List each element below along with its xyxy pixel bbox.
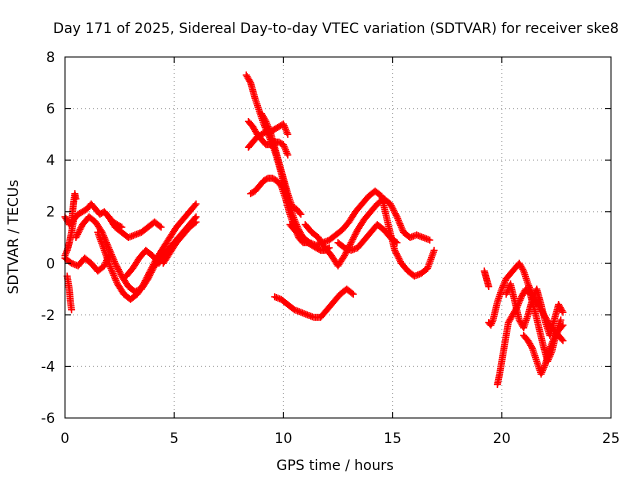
series-arc-4 <box>68 190 80 229</box>
y-tick-label: -2 <box>41 308 55 324</box>
data-point <box>192 200 200 208</box>
data-point <box>349 290 357 298</box>
data-point <box>392 238 400 246</box>
x-tick-label: 25 <box>602 431 620 447</box>
series-arc-23 <box>502 280 567 339</box>
y-axis-title: SDTVAR / TECUs <box>6 180 22 295</box>
x-axis-title: GPS time / hours <box>276 458 393 474</box>
y-tick-label: 8 <box>46 50 55 66</box>
data-point <box>430 246 438 254</box>
x-tick-label: 15 <box>384 431 402 447</box>
data-point <box>62 248 70 256</box>
series-arc-10 <box>159 218 200 267</box>
data-point <box>284 151 292 159</box>
data-point <box>528 343 536 351</box>
data-point <box>72 195 80 203</box>
series-arc-17 <box>301 195 434 270</box>
grid <box>65 57 611 418</box>
x-tick-label: 20 <box>493 431 511 447</box>
series-arc-8 <box>105 213 165 241</box>
data-point <box>519 265 527 273</box>
data-point <box>191 219 199 227</box>
data-point <box>261 116 269 124</box>
series-arc-15 <box>258 110 305 218</box>
series-arc-7 <box>94 200 200 303</box>
data-point <box>559 337 567 345</box>
data-point <box>559 308 567 316</box>
data-point <box>296 209 304 217</box>
series-arc-19 <box>271 285 357 321</box>
series-arc-16 <box>286 187 438 280</box>
x-tick-label: 5 <box>170 431 179 447</box>
y-tick-label: 4 <box>46 153 55 169</box>
series-arc-13 <box>244 120 292 151</box>
data-point <box>558 307 566 315</box>
data-point <box>68 306 76 314</box>
data-point <box>392 211 400 219</box>
data-point <box>393 239 401 247</box>
data-point <box>191 201 199 209</box>
series-arc-18 <box>334 221 401 254</box>
data-point <box>558 335 566 343</box>
data-point <box>297 210 305 218</box>
data-point <box>192 218 200 226</box>
data-point <box>246 77 254 85</box>
x-tick-label: 10 <box>274 431 292 447</box>
data-point <box>485 282 493 290</box>
data-point <box>157 223 165 231</box>
y-tick-label: -4 <box>41 359 55 375</box>
y-tick-label: 6 <box>46 102 55 118</box>
data-point <box>426 236 434 244</box>
data-point <box>348 289 356 297</box>
series-arc-3 <box>63 272 76 314</box>
chart-title: Day 171 of 2025, Sidereal Day-to-day VTE… <box>53 21 619 37</box>
y-tick-label: 2 <box>46 205 55 221</box>
series-arc-20 <box>480 267 493 290</box>
series-arc-24 <box>520 321 567 378</box>
data-point <box>156 222 164 230</box>
x-tick-label: 0 <box>61 431 70 447</box>
series-arc-5 <box>61 252 113 275</box>
data-point <box>558 322 566 330</box>
data-point <box>284 130 292 138</box>
data-points <box>61 71 567 388</box>
plot-frame <box>64 56 612 419</box>
x-axis: 0 5 10 15 20 25 <box>61 57 620 447</box>
data-point <box>559 321 567 329</box>
data-point <box>557 316 565 324</box>
y-tick-label: 0 <box>46 256 55 272</box>
y-tick-label: -6 <box>41 411 55 427</box>
y-axis: -6 -4 -2 0 2 4 6 8 <box>41 50 611 427</box>
